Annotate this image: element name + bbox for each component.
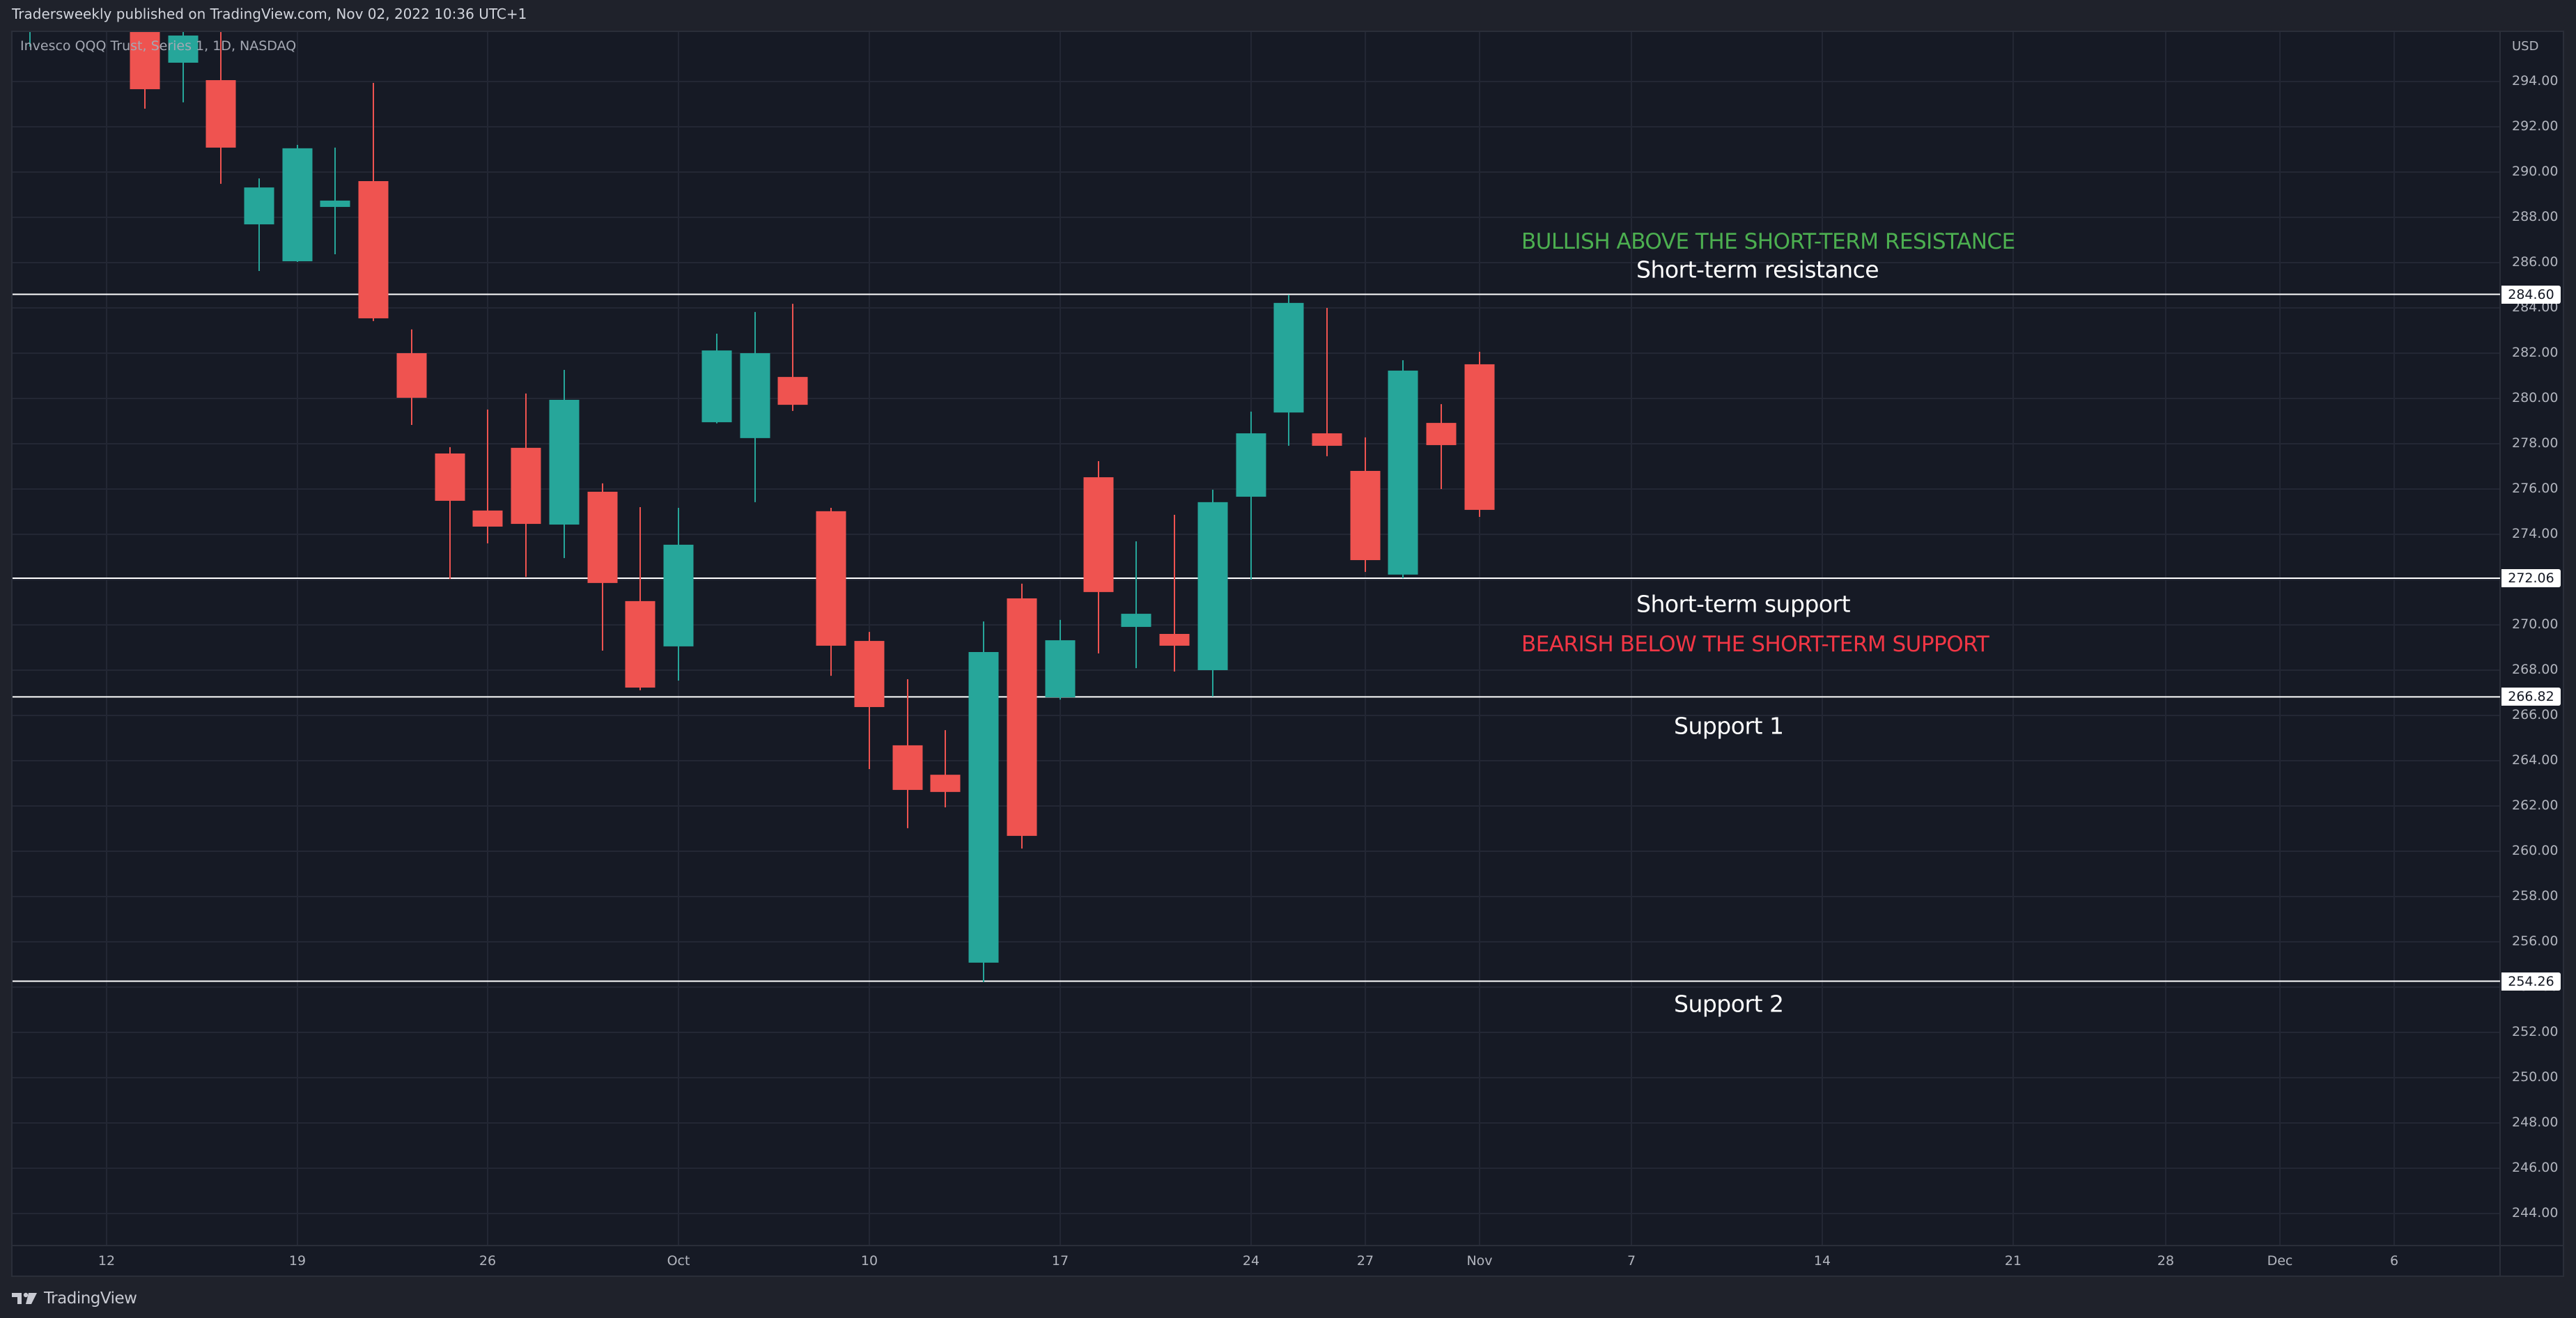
price-tick-label: 260.00 — [2512, 843, 2559, 858]
bearish-candle — [396, 329, 427, 426]
price-tick-label: 292.00 — [2512, 118, 2559, 134]
candles — [29, 32, 1495, 982]
time-tick-label: 7 — [1627, 1253, 1636, 1269]
price-tick-label: 276.00 — [2512, 481, 2559, 496]
price-tick-label: 256.00 — [2512, 933, 2559, 949]
bearish-candle — [1464, 352, 1495, 517]
price-tick-label: 270.00 — [2512, 617, 2559, 632]
price-tick-label: 290.00 — [2512, 164, 2559, 179]
time-tick-label: 24 — [1242, 1253, 1260, 1269]
level-price-tag: 254.26 — [2501, 972, 2561, 991]
time-tick-label: Oct — [667, 1253, 690, 1269]
time-tick-label: Dec — [2267, 1253, 2293, 1269]
axis-borders — [13, 32, 2563, 1276]
symbol-title: Invesco QQQ Trust, Series 1, 1D, NASDAQ — [20, 38, 297, 54]
bearish-candle — [1426, 404, 1457, 489]
chart-frame[interactable] — [11, 31, 2564, 1277]
level-price-tag: 284.60 — [2501, 285, 2561, 304]
bearish-candle — [1007, 583, 1037, 849]
bearish-candle — [1159, 515, 1190, 672]
price-tick-label: 278.00 — [2512, 435, 2559, 451]
annotation-support1-label: Support 1 — [1674, 712, 1784, 740]
bullish-candle — [282, 145, 313, 263]
bearish-candle — [205, 32, 236, 184]
bearish-candle — [587, 483, 618, 651]
bullish-candle — [1121, 541, 1151, 669]
price-tick-label: 288.00 — [2512, 209, 2559, 224]
annotation-resistance-label: Short-term resistance — [1636, 256, 1879, 284]
tradingview-logo-text: TradingView — [44, 1289, 137, 1308]
bearish-candle — [1312, 308, 1342, 456]
time-tick-label: 27 — [1356, 1253, 1374, 1269]
time-tick-label: 21 — [2004, 1253, 2022, 1269]
annotation-support-label: Short-term support — [1636, 590, 1851, 618]
bullish-candle — [968, 621, 999, 982]
bullish-candle — [740, 311, 770, 502]
level-price-tag: 272.06 — [2501, 569, 2561, 588]
price-tick-label: 268.00 — [2512, 662, 2559, 677]
price-tick-label: 286.00 — [2512, 254, 2559, 270]
bullish-candle — [244, 178, 274, 272]
annotation-bullish: BULLISH ABOVE THE SHORT-TERM RESISTANCE — [1521, 229, 2015, 254]
price-tick-label: 266.00 — [2512, 707, 2559, 722]
footer-branding[interactable]: TradingView — [12, 1289, 137, 1308]
time-tick-label: 28 — [2157, 1253, 2175, 1269]
time-tick-label: Nov — [1466, 1253, 1493, 1269]
bearish-candle — [625, 507, 655, 690]
bearish-candle — [1350, 437, 1381, 572]
bullish-candle — [1197, 489, 1228, 697]
time-tick-label: 14 — [1813, 1253, 1831, 1269]
bearish-candle — [777, 304, 808, 411]
price-tick-label: 264.00 — [2512, 752, 2559, 768]
time-tick-label: 17 — [1051, 1253, 1069, 1269]
bearish-candle — [1083, 461, 1114, 653]
bearish-candle — [892, 679, 923, 828]
currency-label: USD — [2512, 39, 2539, 54]
price-tick-label: 258.00 — [2512, 888, 2559, 904]
price-tick-label: 246.00 — [2512, 1160, 2559, 1175]
time-tick-label: 26 — [479, 1253, 497, 1269]
bullish-candle — [663, 507, 694, 681]
bullish-candle — [1236, 411, 1266, 580]
annotation-support2-label: Support 2 — [1674, 990, 1784, 1018]
published-header: Tradersweekly published on TradingView.c… — [12, 6, 527, 22]
annotation-bearish: BEARISH BELOW THE SHORT-TERM SUPPORT — [1521, 632, 1989, 657]
bearish-candle — [511, 393, 541, 577]
bullish-candle — [1388, 360, 1418, 579]
bearish-candle — [930, 730, 961, 807]
bullish-candle — [320, 147, 350, 254]
bullish-candle — [29, 32, 31, 47]
horizontal-levels[interactable] — [13, 293, 2500, 982]
bearish-candle — [854, 632, 885, 770]
bullish-candle — [549, 370, 580, 559]
time-tick-label: 19 — [288, 1253, 307, 1269]
bullish-candle — [1273, 295, 1304, 446]
bearish-candle — [435, 447, 465, 580]
bullish-candle — [168, 32, 199, 102]
price-tick-label: 252.00 — [2512, 1024, 2559, 1039]
time-tick-label: 10 — [860, 1253, 878, 1269]
bearish-candle — [358, 82, 389, 321]
price-tick-label: 274.00 — [2512, 526, 2559, 541]
time-tick-label: 12 — [98, 1253, 116, 1269]
price-tick-label: 284.00 — [2512, 300, 2559, 315]
bearish-candle — [816, 507, 846, 676]
time-tick-label: 6 — [2389, 1253, 2399, 1269]
price-tick-label: 262.00 — [2512, 798, 2559, 813]
price-tick-label: 248.00 — [2512, 1115, 2559, 1130]
bullish-candle — [1045, 619, 1076, 700]
price-tick-label: 294.00 — [2512, 73, 2559, 88]
bearish-candle — [130, 32, 160, 109]
bullish-candle — [701, 334, 732, 424]
tradingview-logo-icon — [12, 1292, 37, 1304]
price-tick-label: 282.00 — [2512, 345, 2559, 360]
bearish-candle — [472, 409, 503, 543]
level-price-tag: 266.82 — [2501, 688, 2561, 706]
price-tick-label: 244.00 — [2512, 1205, 2559, 1220]
price-tick-label: 280.00 — [2512, 390, 2559, 405]
price-tick-label: 250.00 — [2512, 1069, 2559, 1085]
